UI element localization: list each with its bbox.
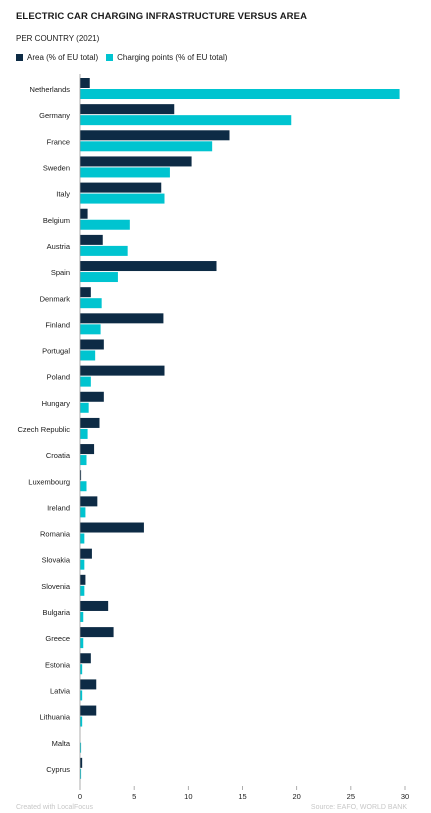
bar-area — [80, 130, 230, 141]
category-label: Netherlands — [30, 85, 71, 94]
bar-area — [80, 444, 95, 455]
legend-label-charging: Charging points (% of EU total) — [117, 53, 228, 62]
bar-area — [80, 679, 97, 690]
bar-charging — [80, 533, 85, 544]
x-tick-label: 10 — [184, 792, 192, 801]
bar-area — [80, 574, 86, 585]
bar-charging — [80, 611, 84, 622]
x-tick-label: 5 — [132, 792, 136, 801]
bar-charging — [80, 716, 83, 727]
bar-area — [80, 208, 88, 219]
chart-subtitle: PER COUNTRY (2021) — [16, 34, 100, 43]
chart-title: ELECTRIC CAR CHARGING INFRASTRUCTURE VER… — [16, 11, 308, 22]
bar-charging — [80, 219, 130, 230]
category-label: Czech Republic — [17, 425, 70, 434]
x-tick-label: 20 — [292, 792, 300, 801]
category-label: Poland — [47, 373, 70, 382]
category-label: Estonia — [45, 660, 71, 669]
bar-charging — [80, 428, 88, 439]
category-label: France — [47, 137, 70, 146]
category-label: Ireland — [47, 503, 70, 512]
bar-charging — [80, 481, 87, 492]
bar-area — [80, 78, 90, 88]
bar-charging — [80, 559, 85, 570]
bar-area — [80, 287, 91, 298]
category-label: Cyprus — [46, 765, 70, 774]
bar-area — [80, 104, 175, 115]
bar-area — [80, 522, 144, 533]
category-label: Romania — [40, 530, 71, 539]
bar-charging — [80, 768, 82, 779]
x-tick-label: 15 — [238, 792, 246, 801]
bar-area — [80, 496, 98, 507]
category-label: Malta — [52, 739, 71, 748]
bar-charging — [80, 141, 213, 152]
category-label: Hungary — [42, 399, 71, 408]
category-label: Portugal — [42, 347, 70, 356]
bar-charging — [80, 193, 165, 204]
bar-area — [80, 470, 82, 481]
bar-area — [80, 365, 165, 376]
bar-charging — [80, 402, 89, 413]
category-label: Sweden — [43, 164, 70, 173]
category-label: Lithuania — [40, 713, 71, 722]
bar-charging — [80, 167, 170, 178]
category-label: Slovakia — [42, 556, 71, 565]
category-label: Bulgaria — [42, 608, 70, 617]
bar-charging — [80, 585, 85, 596]
bar-charging — [80, 507, 86, 518]
category-label: Greece — [45, 634, 70, 643]
category-label: Croatia — [46, 451, 71, 460]
x-tick-label: 30 — [401, 792, 409, 801]
bar-area — [80, 261, 217, 272]
bar-charging — [80, 115, 292, 126]
bar-charging — [80, 89, 400, 99]
bar-charging — [80, 742, 82, 753]
bar-charging — [80, 376, 91, 387]
bar-area — [80, 391, 104, 402]
bar-charging — [80, 664, 83, 675]
bar-area — [80, 627, 114, 638]
bar-area — [80, 339, 104, 350]
x-tick-label: 25 — [347, 792, 355, 801]
category-label: Slovenia — [41, 582, 71, 591]
bar-charging — [80, 638, 84, 649]
category-label: Finland — [45, 320, 70, 329]
category-label: Austria — [47, 242, 71, 251]
bar-area — [80, 600, 109, 611]
category-label: Denmark — [40, 294, 71, 303]
bar-area — [80, 313, 164, 324]
category-label: Luxembourg — [28, 477, 70, 486]
footer-source: Source: EAFO, WORLD BANK — [310, 804, 407, 811]
footer-credit: Created with LocalFocus — [16, 804, 94, 811]
bar-charging — [80, 272, 118, 283]
bar-charging — [80, 324, 101, 335]
x-tick-label: 0 — [78, 792, 82, 801]
bar-area — [80, 182, 162, 193]
legend: Area (% of EU total) Charging points (% … — [16, 53, 230, 62]
category-label: Germany — [39, 111, 70, 120]
bar-area — [80, 156, 192, 167]
bar-area — [80, 705, 97, 716]
bar-charging — [80, 298, 102, 309]
category-label: Belgium — [43, 216, 70, 225]
legend-item-charging: Charging points (% of EU total) — [106, 53, 227, 62]
bar-charging — [80, 690, 83, 701]
legend-swatch-area — [16, 54, 23, 61]
category-label: Italy — [56, 190, 70, 199]
bar-area — [80, 417, 100, 428]
category-label: Latvia — [50, 686, 71, 695]
category-label: Spain — [51, 268, 70, 277]
legend-swatch-charging — [106, 54, 114, 61]
bar-area — [80, 653, 91, 664]
legend-label-area: Area (% of EU total) — [27, 53, 99, 62]
bar-charging — [80, 245, 128, 256]
bar-area — [80, 234, 103, 245]
bar-charging — [80, 350, 96, 361]
legend-item-area: Area (% of EU total) — [16, 53, 98, 62]
bar-area — [80, 757, 83, 768]
bar-charging — [80, 455, 87, 466]
bar-area — [80, 548, 92, 559]
